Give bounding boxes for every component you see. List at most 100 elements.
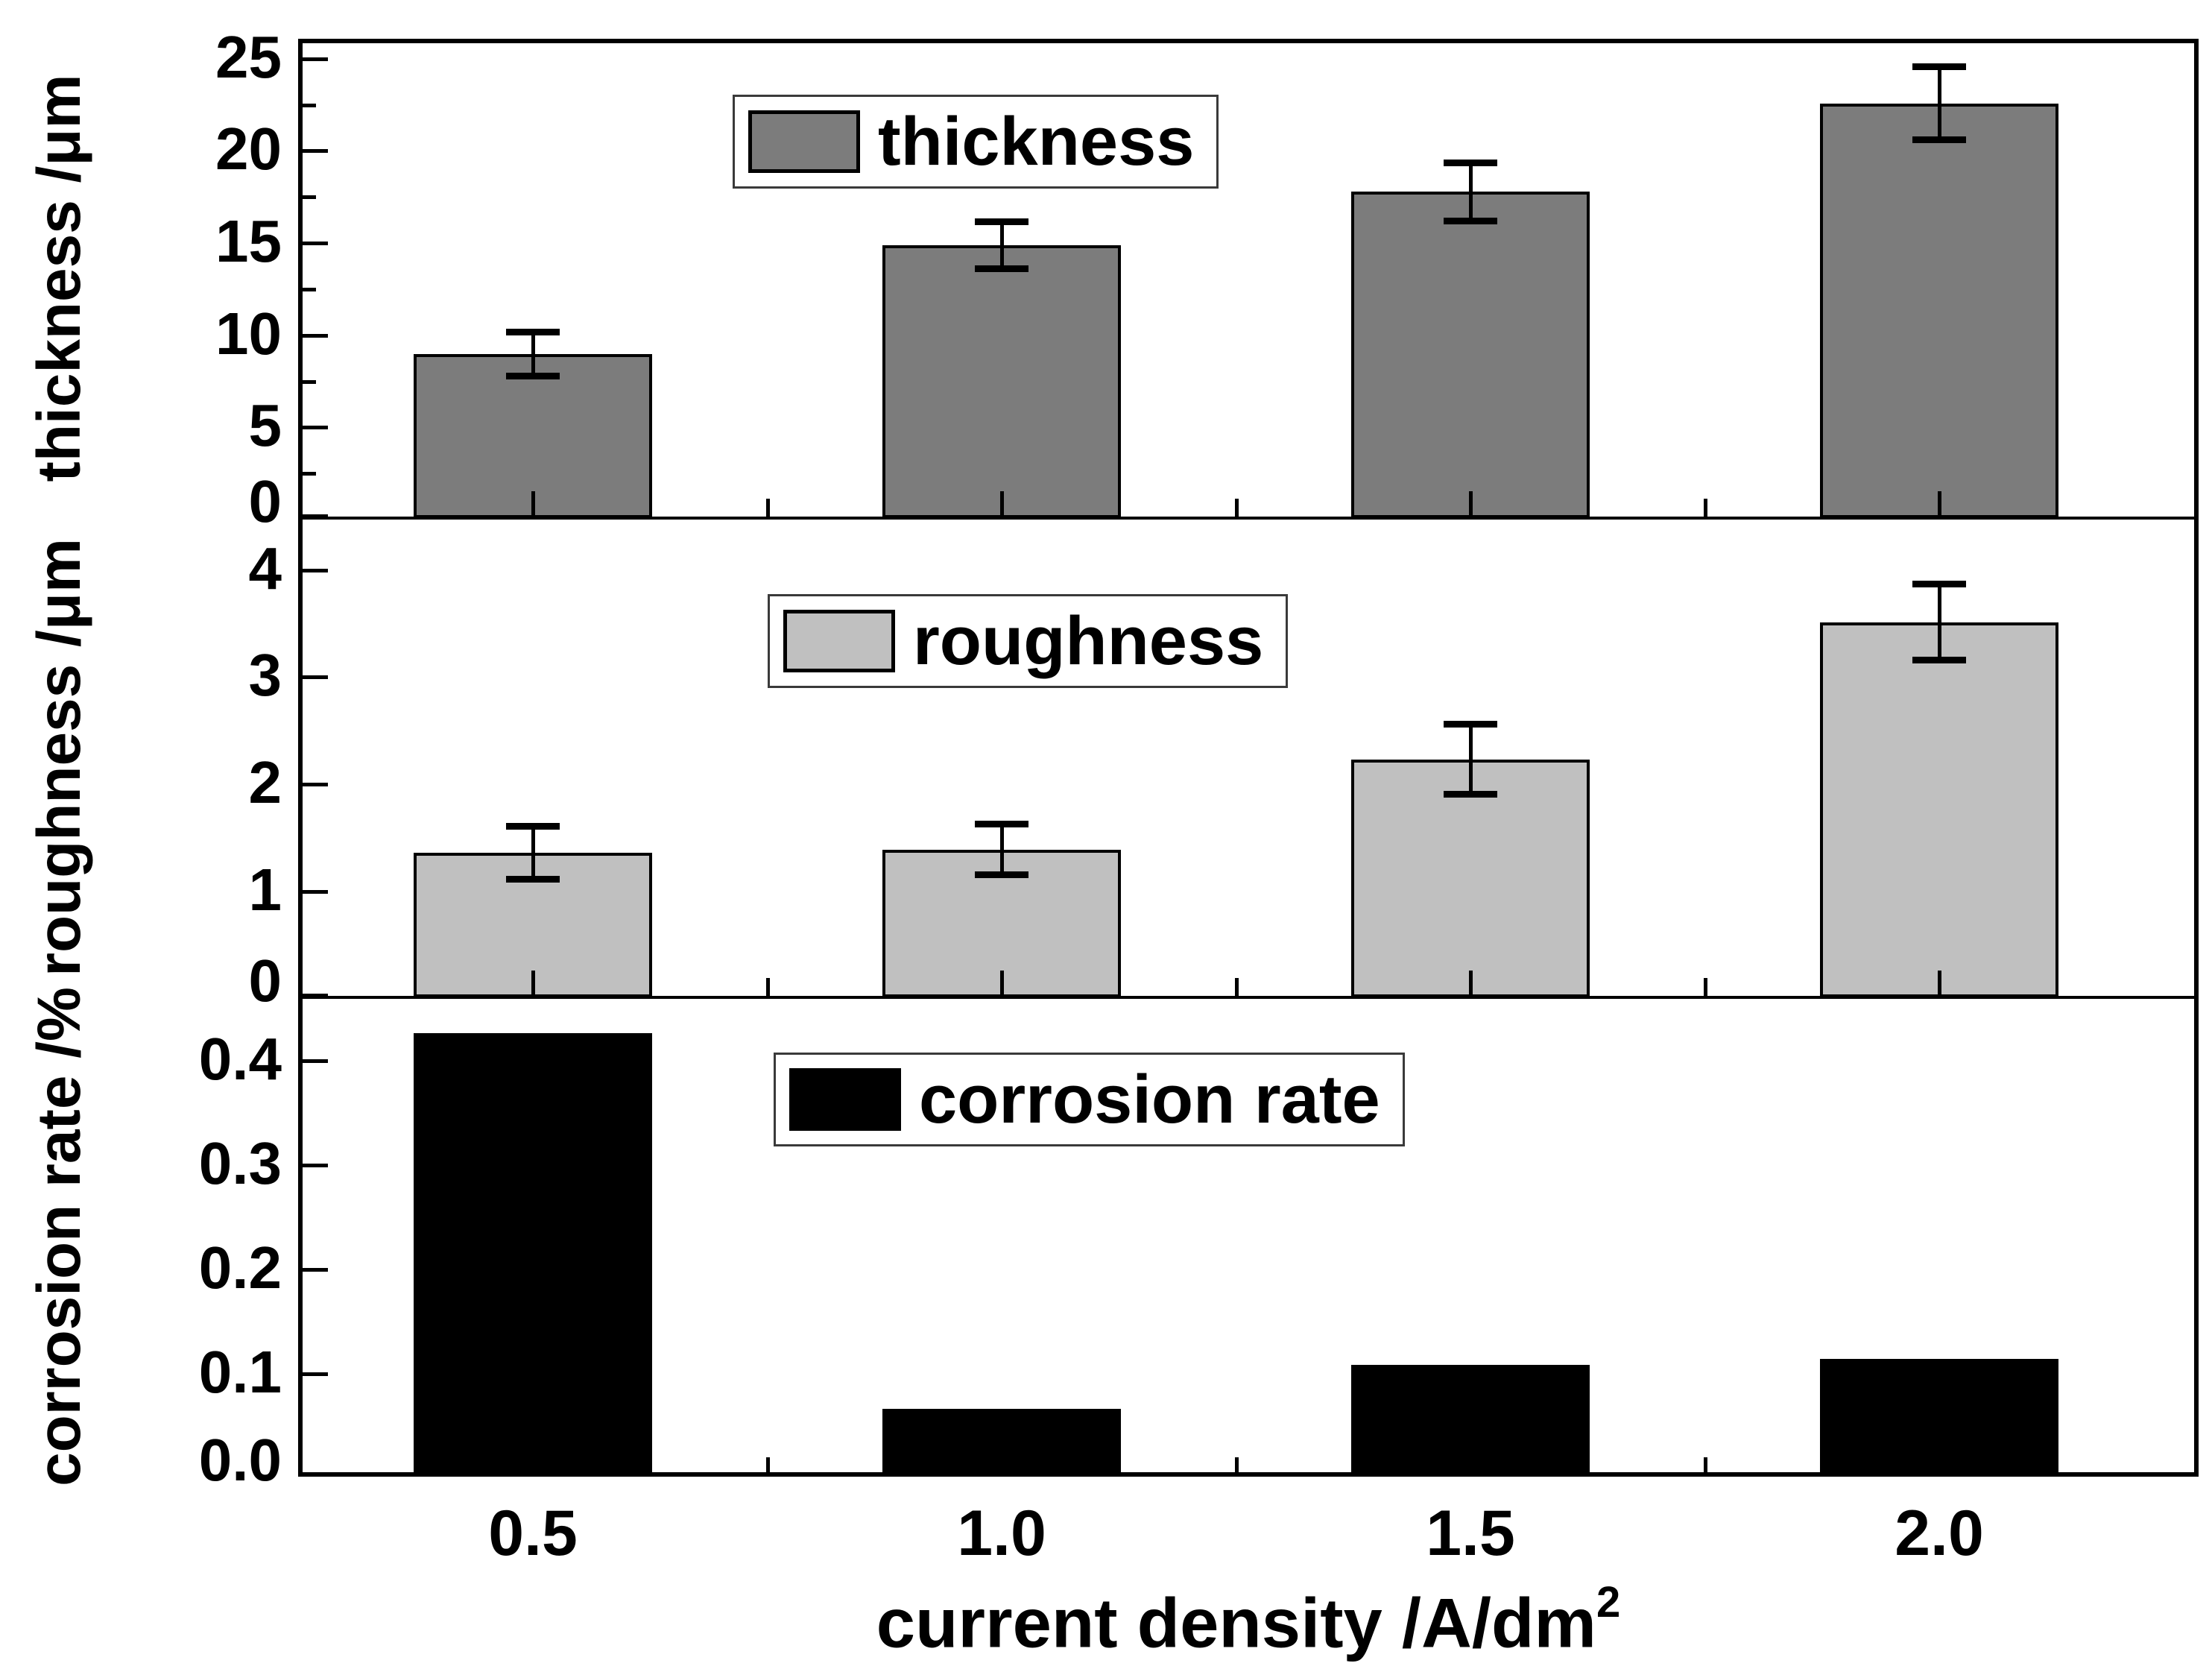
error-bar-cap-top [506, 822, 560, 830]
y-tick-label: 20 [215, 116, 282, 183]
x-minor-tick [1234, 1457, 1239, 1477]
legend-swatch-corrosion-rate [789, 1068, 901, 1131]
y-minor-tick [298, 287, 316, 291]
error-bar-cap-bottom [506, 372, 560, 379]
error-bar-cap-bottom [1444, 791, 1497, 798]
x-tick [1469, 971, 1473, 997]
y-minor-tick [298, 103, 316, 107]
x-minor-tick [1234, 978, 1239, 997]
y-axis-title-corrosion-rate: corrosion rate /% [25, 987, 93, 1486]
y-tick-label: 10 [215, 300, 282, 367]
y-axis-title-thickness: thickness /μm [25, 74, 93, 482]
y-tick-label: 0.2 [198, 1234, 282, 1301]
error-bar [1937, 66, 1941, 141]
y-tick-label: 2 [248, 749, 282, 816]
x-tick [531, 491, 535, 518]
y-tick [298, 568, 328, 572]
legend-label-roughness: roughness [913, 603, 1264, 679]
y-tick [298, 675, 328, 680]
x-tick [1938, 971, 1941, 997]
legend-thickness: thickness [733, 95, 1219, 189]
y-tick-label: 0.3 [198, 1129, 282, 1196]
y-tick-label: 15 [215, 208, 282, 275]
error-bar-cap-top [506, 329, 560, 336]
error-bar-cap-bottom [1444, 217, 1497, 224]
panel-divider [298, 996, 2199, 999]
y-minor-tick [298, 195, 316, 200]
y-tick [298, 149, 328, 154]
x-tick [1000, 491, 1004, 518]
x-minor-tick [1703, 499, 1707, 518]
x-tick [1469, 1450, 1473, 1477]
bar-thickness-2.0 [1820, 103, 2058, 518]
y-tick [298, 994, 328, 997]
x-tick-label: 1.5 [1426, 1498, 1515, 1569]
x-minor-tick [1703, 978, 1707, 997]
x-tick-label: 0.5 [488, 1498, 578, 1569]
y-tick-label: 3 [248, 642, 282, 709]
panel-corrosion-rate [298, 997, 2199, 1477]
y-tick [298, 1058, 328, 1063]
legend-swatch-roughness [783, 610, 895, 672]
legend-swatch-thickness [748, 110, 860, 173]
x-tick [1000, 971, 1004, 997]
error-bar-cap-bottom [975, 265, 1028, 273]
legend-label-corrosion-rate: corrosion rate [919, 1061, 1380, 1138]
y-tick-label: 1 [248, 856, 282, 924]
x-minor-tick [765, 1457, 770, 1477]
y-tick [298, 333, 328, 338]
error-bar-cap-bottom [506, 875, 560, 883]
legend-corrosion-rate: corrosion rate [774, 1053, 1405, 1146]
x-tick [531, 971, 535, 997]
y-tick [298, 783, 328, 787]
y-tick [298, 1473, 328, 1477]
y-tick [298, 426, 328, 430]
x-tick [531, 1450, 535, 1477]
x-tick [1938, 1450, 1941, 1477]
y-tick-label: 5 [248, 392, 282, 459]
y-tick [298, 514, 328, 518]
y-tick [298, 1372, 328, 1376]
error-bar-cap-top [1444, 159, 1497, 166]
y-tick-label: 0.1 [198, 1338, 282, 1405]
x-tick [1469, 491, 1473, 518]
error-bar [531, 825, 535, 880]
x-axis-title-text: current density /A/dm [876, 1583, 1597, 1662]
x-axis-title-exponent: 2 [1596, 1578, 1621, 1627]
error-bar-cap-top [1912, 580, 1966, 587]
x-tick-label: 1.0 [957, 1498, 1046, 1569]
y-tick-label: 4 [248, 534, 282, 602]
error-bar [999, 221, 1004, 270]
y-tick [298, 57, 328, 61]
bar-roughness-2.0 [1820, 622, 2058, 997]
bar-thickness-1.0 [882, 245, 1121, 518]
panel-thickness [298, 39, 2199, 518]
x-tick [1000, 1450, 1004, 1477]
y-tick-label: 25 [215, 23, 282, 90]
y-tick [298, 242, 328, 246]
y-tick [298, 1163, 328, 1167]
error-bar-cap-top [975, 820, 1028, 827]
error-bar [999, 823, 1004, 875]
x-axis-title: current density /A/dm2 [876, 1564, 1621, 1668]
bar-corrosion-rate-0.5 [414, 1032, 652, 1477]
y-tick [298, 890, 328, 895]
y-minor-tick [298, 472, 316, 476]
error-bar-cap-bottom [975, 871, 1028, 878]
x-minor-tick [765, 978, 770, 997]
x-minor-tick [765, 499, 770, 518]
x-tick [1938, 491, 1941, 518]
panel-divider [298, 517, 2199, 520]
error-bar-cap-top [1912, 63, 1966, 71]
legend-roughness: roughness [768, 594, 1289, 688]
error-bar-cap-top [1444, 721, 1497, 728]
error-bar-cap-bottom [1912, 657, 1966, 664]
x-tick-label: 2.0 [1895, 1498, 1984, 1569]
legend-label-thickness: thickness [878, 104, 1195, 180]
error-bar [531, 332, 535, 376]
y-tick-label: 0.4 [198, 1025, 282, 1092]
y-tick-label: 0 [248, 947, 282, 1014]
x-minor-tick [1234, 499, 1239, 518]
y-tick [298, 1267, 328, 1272]
